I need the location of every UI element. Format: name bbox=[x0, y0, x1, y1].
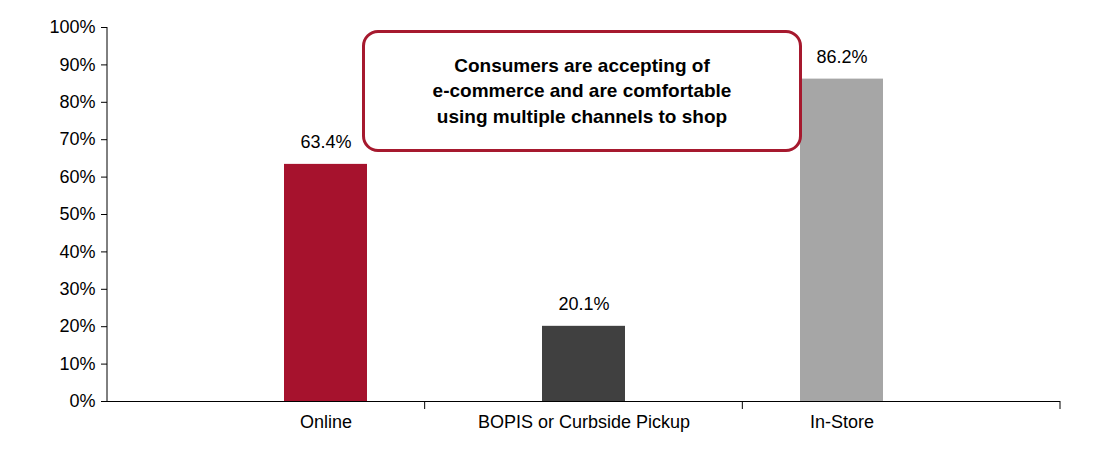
html-text:using multiple channels to sho: using multiple channels to shop bbox=[436, 105, 728, 127]
svg-text:50%: 50% bbox=[59, 204, 95, 224]
svg-text:60%: 60% bbox=[59, 167, 95, 187]
html-text:e-commerce and are comfortable: e-commerce and are comfortable bbox=[432, 80, 732, 102]
svg-text:20.1%: 20.1% bbox=[558, 294, 609, 314]
svg-text:In-Store: In-Store bbox=[810, 412, 874, 432]
svg-text:100%: 100% bbox=[49, 17, 95, 37]
svg-text:70%: 70% bbox=[59, 129, 95, 149]
svg-text:40%: 40% bbox=[59, 242, 95, 262]
svg-text:Online: Online bbox=[300, 412, 352, 432]
svg-text:0%: 0% bbox=[69, 391, 95, 411]
svg-text:86.2%: 86.2% bbox=[816, 47, 867, 67]
svg-text:10%: 10% bbox=[59, 354, 95, 374]
svg-text:BOPIS or Curbside Pickup: BOPIS or Curbside Pickup bbox=[478, 412, 690, 432]
html-text:Consumers are accepting of: Consumers are accepting of bbox=[454, 54, 710, 76]
svg-text:90%: 90% bbox=[59, 55, 95, 75]
svg-text:30%: 30% bbox=[59, 279, 95, 299]
svg-text:80%: 80% bbox=[59, 92, 95, 112]
svg-text:20%: 20% bbox=[59, 316, 95, 336]
svg-text:63.4%: 63.4% bbox=[300, 132, 351, 152]
